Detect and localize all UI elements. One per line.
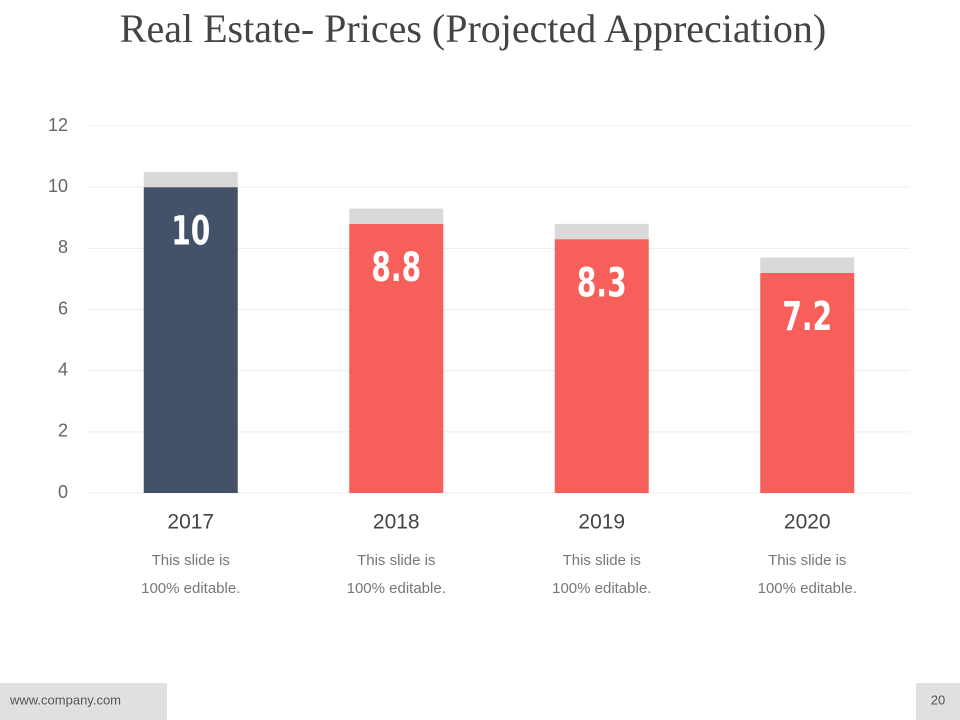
bar-segment xyxy=(143,171,238,188)
x-tick-label: 2017 xyxy=(167,511,214,534)
slide-title: Real Estate- Prices (Projected Appreciat… xyxy=(120,6,826,51)
data-label: 8.8 xyxy=(371,245,421,291)
data-label: 7.2 xyxy=(782,294,832,340)
caption: This slide is xyxy=(768,552,846,569)
bar-segment xyxy=(349,208,444,224)
bar-segment xyxy=(349,223,444,493)
y-tick-label: 12 xyxy=(48,115,68,135)
x-tick-label: 2018 xyxy=(373,511,420,534)
footer-box xyxy=(0,683,167,720)
bar-segment xyxy=(760,272,855,493)
page-box xyxy=(916,683,960,720)
data-label: 10 xyxy=(171,209,210,255)
bar-segment xyxy=(554,223,649,240)
y-tick-label: 10 xyxy=(48,176,68,196)
caption: This slide is xyxy=(357,552,435,569)
y-tick-label: 8 xyxy=(58,237,68,257)
y-tick-label: 4 xyxy=(58,359,68,379)
bar-segment xyxy=(760,257,855,273)
caption: This slide is xyxy=(152,552,230,569)
caption: 100% editable. xyxy=(758,580,857,597)
caption: 100% editable. xyxy=(347,580,446,597)
page-number: 20 xyxy=(931,692,945,707)
bar-segment xyxy=(143,187,238,493)
caption: 100% editable. xyxy=(552,580,651,597)
data-label: 8.3 xyxy=(577,261,627,307)
bar-segment xyxy=(554,239,649,493)
y-tick-label: 6 xyxy=(58,298,68,318)
y-tick-label: 2 xyxy=(58,421,68,441)
x-tick-label: 2020 xyxy=(784,511,831,534)
y-tick-label: 0 xyxy=(58,482,68,502)
caption: 100% editable. xyxy=(141,580,240,597)
footer-url: www.company.com xyxy=(9,692,121,707)
caption: This slide is xyxy=(563,552,641,569)
x-tick-label: 2019 xyxy=(578,511,625,534)
